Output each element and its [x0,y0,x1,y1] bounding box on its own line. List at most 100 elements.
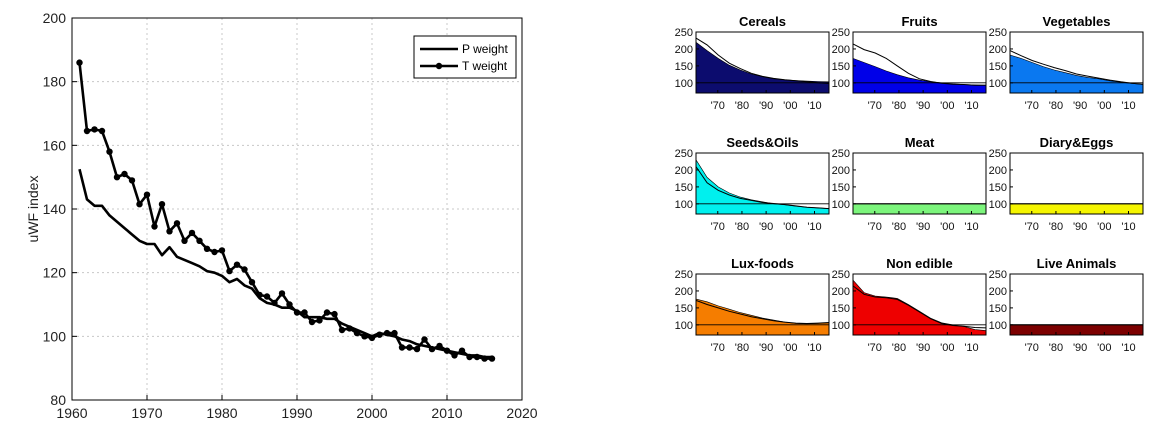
data-point [473,353,481,361]
panel-x-tick-label: '00 [940,342,954,354]
data-point [263,293,271,300]
panel-area [1010,203,1143,214]
panel-x-tick-label: '00 [783,221,797,233]
panel-meat: Meat 100 150 200 250 '70 '80 '90 '00 '10 [832,135,987,233]
panel-frame [695,31,830,94]
data-point [226,267,233,275]
panel-x-tick-label: '10 [807,100,821,112]
panel-y-tick-label: 250 [832,27,850,39]
panel-y-tick-label: 150 [989,303,1007,315]
data-point [241,266,248,273]
y-tick-label: 200 [43,10,67,26]
panel-x-tick-label: '80 [892,221,906,233]
data-point [128,177,136,184]
panel-x-tick-label: '80 [735,221,749,233]
panel-y-tick-label: 150 [675,61,693,73]
y-tick-label: 80 [50,392,66,408]
data-point [361,333,368,340]
panel-y-tick-label: 150 [832,182,850,194]
panel-title: Lux-foods [731,256,794,271]
data-point [308,318,316,326]
panel-x-tick-label: '10 [1121,342,1135,354]
panel-y-tick-label: 100 [675,320,693,332]
data-point [203,245,211,252]
panel-x-tick-label: '70 [711,100,725,112]
data-point [271,299,278,307]
panel-diary-eggs: Diary&Eggs 100 150 200 250 '70 '80 '90 '00 '10 [989,135,1144,233]
panel-x-tick-label: '70 [868,221,882,233]
panel-area-edge [695,159,830,209]
data-point [196,237,203,244]
data-point [188,229,196,237]
panel-x-tick-label: '10 [1121,100,1135,112]
panel-seeds-oils: Seeds&Oils 100 150 200 250 '70 '80 '90 '00 '10 [675,135,830,233]
panel-x-tick-label: '00 [940,100,954,112]
panel-x-tick-label: '90 [916,342,930,354]
panel-area-edge [852,279,987,331]
panel-x-tick-label: '80 [735,342,749,354]
panel-x-tick-label: '90 [916,221,930,233]
panel-x-tick-label: '10 [1121,221,1135,233]
panel-x-tick-label: '70 [711,221,725,233]
data-point [218,247,226,254]
data-point [413,345,421,353]
y-tick-label: 180 [43,74,67,90]
data-point [106,148,113,155]
data-point [113,174,121,181]
panel-x-tick-label: '10 [807,221,821,233]
panel-frame [852,152,987,215]
panel-frame [852,273,987,336]
panel-y-tick-label: 150 [675,182,693,194]
panel-x-tick-label: '70 [1025,100,1039,112]
panel-x-tick-label: '00 [1097,100,1111,112]
panel-x-tick-label: '80 [1049,221,1063,233]
y-tick-label: 100 [43,328,67,344]
panel-frame [1009,273,1144,336]
panel-y-tick-label: 200 [832,286,850,298]
panel-area [696,42,829,93]
data-point [158,201,166,208]
series-line-p-weight [78,168,492,359]
panel-x-tick-label: '80 [892,342,906,354]
data-point [136,201,143,208]
data-point [278,290,286,297]
data-point [256,291,263,299]
panel-x-tick-label: '90 [759,100,773,112]
panel-y-tick-label: 200 [675,44,693,56]
x-tick-label: 2020 [506,405,537,421]
panel-y-tick-label: 100 [989,320,1007,332]
panel-y-tick-label: 150 [832,303,850,315]
data-point [346,325,353,332]
data-point [121,170,128,178]
plot-frame [71,17,523,401]
panel-area [1010,55,1143,93]
data-point [91,126,98,133]
panel-area-edge [695,41,830,83]
panel-y-tick-label: 250 [989,148,1007,160]
panel-y-tick-label: 100 [832,320,850,332]
panel-x-tick-label: '10 [964,100,978,112]
data-point [166,228,173,235]
data-point [368,334,376,342]
panel-y-tick-label: 200 [989,286,1007,298]
panel-y-tick-label: 250 [675,27,693,39]
panel-y-tick-label: 150 [989,61,1007,73]
data-point [398,344,406,351]
panel-frame [1009,31,1144,94]
data-point [248,279,256,286]
x-tick-label: 1960 [56,405,87,421]
panel-y-tick-label: 250 [675,148,693,160]
data-point [83,127,91,135]
data-point [293,309,301,316]
panel-x-tick-label: '00 [1097,342,1111,354]
data-point [436,342,443,350]
data-point [466,353,473,361]
data-point [443,347,451,354]
legend-marker [435,62,443,70]
panel-cereals: Cereals 100 150 200 250 '70 '80 '90 '00 '10 [675,14,830,112]
panel-frame [1009,152,1144,215]
panel-area-edge [695,298,830,325]
y-tick-label: 120 [43,265,67,281]
panel-y-tick-label: 100 [675,78,693,90]
